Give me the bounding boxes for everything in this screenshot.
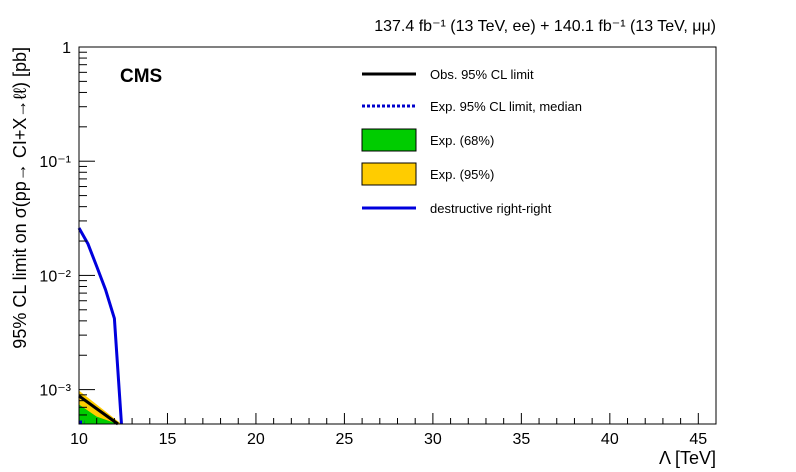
legend: Obs. 95% CL limit Exp. 95% CL limit, medi…: [361, 67, 582, 216]
x-tick-label: 30: [424, 431, 442, 448]
x-tick-label: 10: [70, 431, 88, 448]
legend-label-band95: Exp. (95%): [430, 167, 494, 182]
legend-swatch-band68: [361, 128, 417, 152]
x-tick-label: 40: [601, 431, 619, 448]
y-tick-label: 1: [62, 40, 71, 57]
x-tick-label: 45: [689, 431, 707, 448]
y-tick-label: 10⁻²: [39, 268, 71, 285]
band-band68: [79, 404, 118, 424]
y-tick-label: 10⁻³: [39, 383, 71, 400]
legend-label-band68: Exp. (68%): [430, 133, 494, 148]
x-tick-label: 35: [512, 431, 530, 448]
plot-frame: [78, 46, 717, 425]
legend-swatch-band95: [361, 162, 417, 186]
experiment-label: CMS: [120, 66, 162, 87]
x-tick-label: 20: [247, 431, 265, 448]
x-tick-label: 15: [159, 431, 177, 448]
x-axis: 10 15 20 25 30 35 40 45: [70, 413, 717, 448]
x-axis-title: Λ [TeV]: [659, 448, 716, 468]
legend-label-obs: Obs. 95% CL limit: [430, 67, 534, 82]
bands-layer: [79, 390, 122, 424]
legend-label-exp: Exp. 95% CL limit, median: [430, 99, 582, 114]
y-tick-label: 10⁻¹: [39, 154, 71, 171]
y-axis-title: 95% CL limit on σ(pp→ CI+X→ℓℓ) [pb]: [10, 47, 30, 349]
legend-label-signal: destructive right-right: [430, 201, 552, 216]
x-tick-label: 25: [336, 431, 354, 448]
luminosity-label: 137.4 fb⁻¹ (13 TeV, ee) + 140.1 fb⁻¹ (13…: [374, 18, 716, 35]
y-axis: 10⁻³ 10⁻² 10⁻¹ 1: [39, 40, 95, 425]
